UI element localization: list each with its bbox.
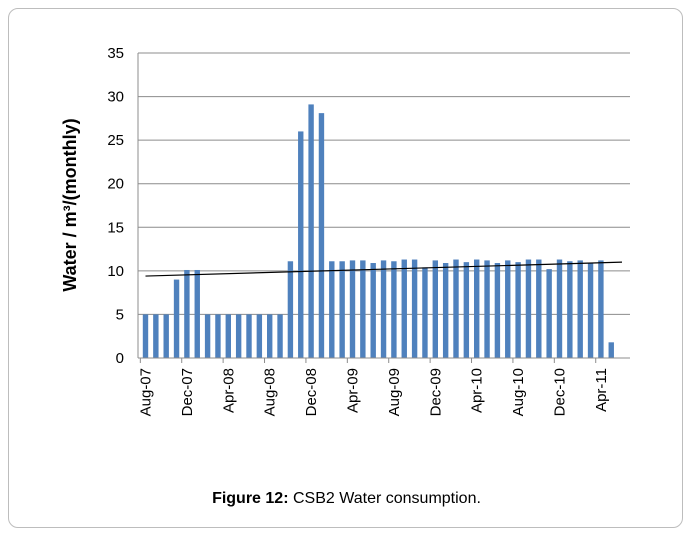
bar <box>391 261 397 358</box>
bar <box>411 259 418 358</box>
bar <box>515 262 521 358</box>
bar <box>422 267 428 358</box>
trendline <box>145 261 623 277</box>
y-tick-label: 0 <box>116 350 124 367</box>
x-tick-label: Aug-09 <box>386 368 403 416</box>
water-consumption-chart: 0 5 10 15 20 25 30 35 Aug-07 Dec-07 Apr-08 Aug-08 D… <box>60 45 630 416</box>
bar <box>267 314 273 358</box>
x-tick-label: Apr-10 <box>469 368 486 413</box>
bar <box>608 342 614 358</box>
bar <box>277 314 283 358</box>
bar <box>235 314 242 358</box>
bar <box>474 259 480 358</box>
bar <box>287 261 294 358</box>
bar <box>339 261 345 358</box>
bar <box>298 131 304 358</box>
bar <box>484 260 490 358</box>
bar <box>401 259 407 358</box>
y-tick-label: 20 <box>107 176 124 193</box>
x-tick-label: Aug-08 <box>262 368 279 416</box>
bar <box>598 260 604 358</box>
x-tick-label: Dec-10 <box>552 368 569 416</box>
bar <box>546 269 552 358</box>
bar <box>204 314 211 358</box>
bar <box>587 263 594 358</box>
x-tick-label: Dec-09 <box>427 368 444 416</box>
bar <box>349 260 356 358</box>
y-tick-label: 5 <box>116 306 124 323</box>
bar <box>163 314 169 358</box>
y-tick-label: 35 <box>107 45 124 62</box>
bar <box>329 261 335 358</box>
bar <box>256 314 263 358</box>
x-tick-label: Apr-11 <box>593 368 610 412</box>
y-tick-label: 15 <box>107 219 124 236</box>
bar <box>142 314 149 358</box>
x-tick-label: Apr-08 <box>220 368 237 413</box>
figure-caption: Figure 12: CSB2 Water consumption. <box>0 490 693 508</box>
bar <box>442 263 449 358</box>
caption-label: Figure 12: <box>212 490 289 507</box>
bar <box>360 260 366 358</box>
x-tick-label: Dec-08 <box>303 368 320 416</box>
bar <box>215 314 221 358</box>
bar <box>577 260 583 358</box>
bar <box>173 279 180 358</box>
bar <box>525 259 532 358</box>
caption-text: CSB2 Water consumption. <box>292 490 481 507</box>
bar <box>308 104 314 359</box>
bar <box>225 314 231 358</box>
bar <box>536 259 542 358</box>
y-axis-ticks: 0 5 10 15 20 25 30 35 <box>107 45 124 367</box>
x-tick-label: Aug-07 <box>138 368 155 416</box>
bar <box>370 263 376 358</box>
axes <box>137 53 630 363</box>
bar <box>494 263 501 358</box>
bar <box>246 314 252 358</box>
bar <box>194 269 200 358</box>
y-tick-label: 25 <box>107 132 124 149</box>
y-axis-label: Water / m³/(monthly) <box>60 118 80 291</box>
x-tick-label: Dec-07 <box>179 368 196 416</box>
bar <box>505 260 511 358</box>
x-tick-label: Apr-09 <box>345 368 362 413</box>
x-tick-label: Aug-10 <box>510 368 527 416</box>
bar <box>453 259 459 358</box>
bar <box>318 113 325 358</box>
bar <box>567 261 573 358</box>
bar <box>380 260 387 358</box>
bar <box>556 259 563 358</box>
y-tick-label: 30 <box>107 89 124 106</box>
bars <box>142 104 614 359</box>
y-tick-label: 10 <box>107 263 124 280</box>
x-axis-ticks: Aug-07 Dec-07 Apr-08 Aug-08 Dec-08 Apr-09 Aug-… <box>138 368 610 416</box>
bar <box>184 269 190 358</box>
bar <box>463 262 470 358</box>
trendline-group <box>145 261 623 277</box>
bar <box>153 314 159 358</box>
bar <box>432 260 438 358</box>
